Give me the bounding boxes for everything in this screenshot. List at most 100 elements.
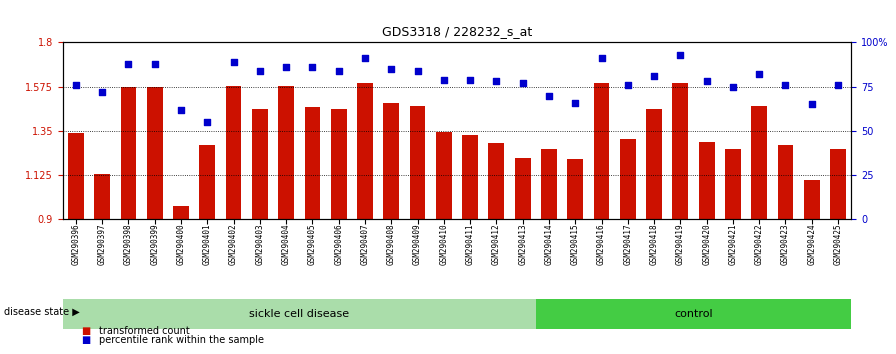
Text: GSM290403: GSM290403 xyxy=(255,223,264,265)
FancyBboxPatch shape xyxy=(63,299,536,329)
Point xyxy=(542,93,556,98)
Text: GSM290419: GSM290419 xyxy=(676,223,685,265)
Text: GSM290420: GSM290420 xyxy=(702,223,711,265)
Point xyxy=(253,68,267,74)
Text: GSM290404: GSM290404 xyxy=(281,223,290,265)
Text: disease state ▶: disease state ▶ xyxy=(4,307,81,316)
Text: GSM290417: GSM290417 xyxy=(624,223,633,265)
Bar xyxy=(488,143,504,219)
Bar xyxy=(94,174,110,219)
Bar xyxy=(147,87,162,219)
Text: GSM290398: GSM290398 xyxy=(124,223,133,265)
Point xyxy=(174,107,188,113)
Text: ■: ■ xyxy=(81,335,90,345)
Point xyxy=(568,100,582,105)
Bar xyxy=(68,133,83,219)
Bar xyxy=(200,145,215,219)
Text: GSM290414: GSM290414 xyxy=(545,223,554,265)
Bar xyxy=(331,109,347,219)
Bar xyxy=(358,83,373,219)
Text: control: control xyxy=(674,309,713,319)
Point xyxy=(384,66,399,72)
Bar xyxy=(252,109,268,219)
Bar xyxy=(436,132,452,219)
Point xyxy=(594,56,608,61)
Text: sickle cell disease: sickle cell disease xyxy=(249,309,349,319)
Bar xyxy=(279,86,294,219)
Point xyxy=(805,102,819,107)
Bar xyxy=(831,149,846,219)
Point xyxy=(121,61,135,67)
Bar xyxy=(620,139,635,219)
Text: GSM290425: GSM290425 xyxy=(833,223,842,265)
Bar xyxy=(305,107,320,219)
Text: GSM290400: GSM290400 xyxy=(177,223,185,265)
Text: GSM290422: GSM290422 xyxy=(754,223,763,265)
Bar xyxy=(121,87,136,219)
Text: GSM290412: GSM290412 xyxy=(492,223,501,265)
Point xyxy=(752,72,766,77)
Text: transformed count: transformed count xyxy=(99,326,189,336)
Point xyxy=(621,82,635,88)
Text: GDS3318 / 228232_s_at: GDS3318 / 228232_s_at xyxy=(382,25,532,38)
Text: percentile rank within the sample: percentile rank within the sample xyxy=(99,335,263,345)
Bar xyxy=(226,86,241,219)
Point xyxy=(779,82,793,88)
Point xyxy=(95,89,109,95)
Point xyxy=(673,52,687,58)
Point xyxy=(831,82,845,88)
Bar xyxy=(673,83,688,219)
Bar xyxy=(752,107,767,219)
Text: GSM290408: GSM290408 xyxy=(387,223,396,265)
Point xyxy=(463,77,478,82)
Point xyxy=(332,68,346,74)
Text: GSM290421: GSM290421 xyxy=(728,223,737,265)
Bar xyxy=(646,109,662,219)
Bar xyxy=(173,206,189,219)
Bar xyxy=(594,83,609,219)
Point xyxy=(647,73,661,79)
Bar xyxy=(699,142,714,219)
Point xyxy=(227,59,241,65)
FancyBboxPatch shape xyxy=(536,299,851,329)
Text: GSM290405: GSM290405 xyxy=(308,223,317,265)
Text: GSM290399: GSM290399 xyxy=(151,223,159,265)
Point xyxy=(358,56,372,61)
Text: ■: ■ xyxy=(81,326,90,336)
Text: GSM290401: GSM290401 xyxy=(202,223,211,265)
Text: GSM290418: GSM290418 xyxy=(650,223,659,265)
Bar xyxy=(541,149,556,219)
Text: GSM290413: GSM290413 xyxy=(518,223,527,265)
Point xyxy=(726,84,740,90)
Text: GSM290415: GSM290415 xyxy=(571,223,580,265)
Point xyxy=(515,80,530,86)
Point xyxy=(410,68,425,74)
Text: GSM290423: GSM290423 xyxy=(781,223,790,265)
Point xyxy=(148,61,162,67)
Text: GSM290411: GSM290411 xyxy=(466,223,475,265)
Bar xyxy=(778,145,793,219)
Point xyxy=(200,119,214,125)
Point xyxy=(436,77,451,82)
Bar xyxy=(567,159,583,219)
Text: GSM290406: GSM290406 xyxy=(334,223,343,265)
Point xyxy=(279,64,293,70)
Text: GSM290409: GSM290409 xyxy=(413,223,422,265)
Text: GSM290410: GSM290410 xyxy=(439,223,448,265)
Text: GSM290397: GSM290397 xyxy=(98,223,107,265)
Bar xyxy=(804,180,820,219)
Bar xyxy=(409,107,426,219)
Text: GSM290402: GSM290402 xyxy=(229,223,238,265)
Text: GSM290416: GSM290416 xyxy=(597,223,606,265)
Point xyxy=(489,79,504,84)
Text: GSM290396: GSM290396 xyxy=(72,223,81,265)
Bar xyxy=(462,135,478,219)
Text: GSM290424: GSM290424 xyxy=(807,223,816,265)
Bar xyxy=(383,103,399,219)
Bar xyxy=(515,158,530,219)
Bar xyxy=(725,149,741,219)
Point xyxy=(700,79,714,84)
Point xyxy=(306,64,320,70)
Point xyxy=(69,82,83,88)
Text: GSM290407: GSM290407 xyxy=(360,223,369,265)
